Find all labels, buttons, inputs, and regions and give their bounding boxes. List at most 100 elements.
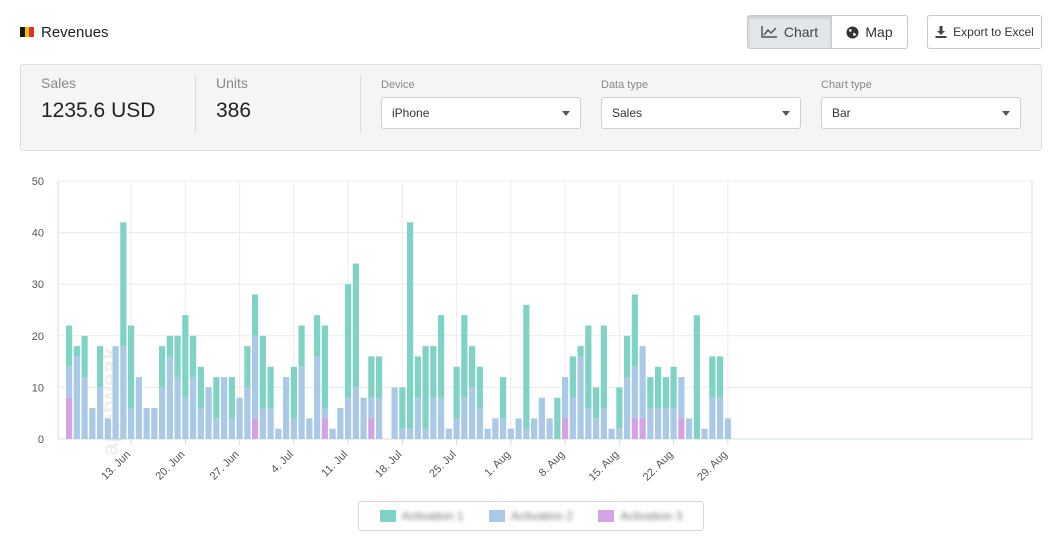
x-tick-label: 25. Jul: [427, 449, 458, 480]
bar-segment: [701, 428, 708, 439]
bar-segment: [438, 397, 445, 439]
bar-segment: [693, 315, 700, 439]
bar-segment: [66, 397, 73, 439]
bar-segment: [352, 263, 359, 388]
bar-segment: [197, 408, 204, 439]
bar-segment: [267, 366, 274, 409]
bar-segment: [523, 304, 530, 429]
x-tick-label: 8. Aug: [537, 449, 568, 480]
data-type-select-value: Sales: [612, 106, 643, 120]
filters-divider: [360, 75, 361, 133]
bar-segment: [368, 418, 375, 439]
bar-segment: [709, 356, 716, 398]
bar-segment: [252, 335, 259, 419]
legend-item-activation-2[interactable]: Activation 2: [488, 509, 574, 523]
bar-segment: [314, 356, 321, 439]
legend-label: Activation 1: [401, 509, 464, 523]
bar-segment: [562, 418, 569, 439]
bar-segment: [476, 408, 483, 439]
bar-segment: [221, 377, 228, 439]
bar-segment: [662, 408, 669, 439]
y-tick-label: 10: [32, 382, 44, 394]
bar-segment: [662, 377, 669, 409]
legend-item-activation-1[interactable]: Activation 1: [379, 509, 464, 523]
bar-segment: [407, 428, 414, 439]
bar-segment: [244, 387, 251, 439]
bar-segment: [66, 366, 73, 398]
device-select[interactable]: iPhone: [381, 97, 581, 129]
export-excel-label: Export to Excel: [953, 25, 1034, 39]
sales-metric: Sales 1235.6 USD: [41, 75, 155, 123]
bar-segment: [670, 366, 677, 409]
chart-view-label: Chart: [783, 24, 819, 40]
bar-segment: [267, 408, 274, 439]
bar-segment: [345, 397, 352, 439]
chevron-down-icon: [782, 110, 790, 116]
legend-label: Activation 2: [510, 509, 574, 523]
bar-segment: [631, 418, 638, 439]
x-tick-label: 11. Jul: [319, 449, 350, 480]
bar-segment: [368, 397, 375, 419]
bar-segment: [445, 428, 452, 439]
x-tick-label: 15. Aug: [587, 449, 622, 484]
bar-segment: [585, 325, 592, 409]
bar-segment: [453, 418, 460, 439]
units-metric: Units 386: [216, 75, 251, 123]
x-tick-label: 20. Jun: [153, 449, 187, 483]
map-view-button[interactable]: Map: [832, 15, 908, 49]
bar-segment: [639, 418, 646, 439]
bar-segment: [585, 408, 592, 439]
bar-segment: [724, 418, 731, 439]
chart-grid: [57, 180, 1033, 440]
export-excel-button[interactable]: Export to Excel: [927, 15, 1042, 49]
legend-swatch: [598, 510, 615, 522]
y-tick-label: 0: [38, 434, 44, 446]
bar-segment: [81, 377, 88, 439]
bar-segment: [205, 387, 212, 439]
chart-type-select[interactable]: Bar: [821, 97, 1021, 129]
data-type-select[interactable]: Sales: [601, 97, 801, 129]
metric-divider: [195, 75, 196, 133]
bar-segment: [197, 366, 204, 409]
units-label: Units: [216, 75, 248, 91]
x-tick-label: 1. Aug: [482, 449, 513, 480]
bar-segment: [174, 335, 181, 378]
legend-swatch: [488, 510, 505, 522]
bar-segment: [143, 408, 150, 439]
bar-segment: [252, 418, 259, 439]
bar-segment: [717, 397, 724, 439]
bar-segment: [228, 418, 235, 439]
bar-segment: [453, 366, 460, 419]
bar-segment: [329, 428, 336, 439]
y-tick-label: 50: [32, 176, 44, 188]
bar-segment: [469, 346, 476, 388]
bar-segment: [422, 346, 429, 429]
legend-item-activation-3[interactable]: Activation 3: [598, 509, 682, 523]
bar-segment: [500, 418, 507, 439]
flag-stripe-red: [29, 27, 35, 37]
chart-view-button[interactable]: Chart: [747, 15, 832, 49]
bar-segment: [686, 418, 693, 439]
x-tick-label: 18. Jul: [373, 449, 404, 480]
bar-segment: [159, 346, 166, 388]
bar-segment: [159, 387, 166, 439]
bar-segment: [500, 377, 507, 419]
bar-segment: [717, 356, 724, 398]
bar-segment: [73, 346, 80, 357]
bar-segment: [228, 377, 235, 419]
bar-segment: [600, 408, 607, 439]
bar-segment: [135, 377, 142, 439]
bar-segment: [190, 335, 197, 378]
bar-segment: [104, 418, 111, 439]
bar-segment: [112, 346, 119, 439]
bar-segment: [174, 377, 181, 439]
bar-segment: [678, 418, 685, 439]
bar-segment: [259, 335, 266, 409]
bar-segment: [182, 397, 189, 439]
bar-segment: [414, 356, 421, 398]
bar-segment: [213, 418, 220, 439]
bar-segment: [298, 325, 305, 367]
legend-swatch: [379, 510, 396, 522]
chart-type-label: Chart type: [821, 79, 872, 91]
